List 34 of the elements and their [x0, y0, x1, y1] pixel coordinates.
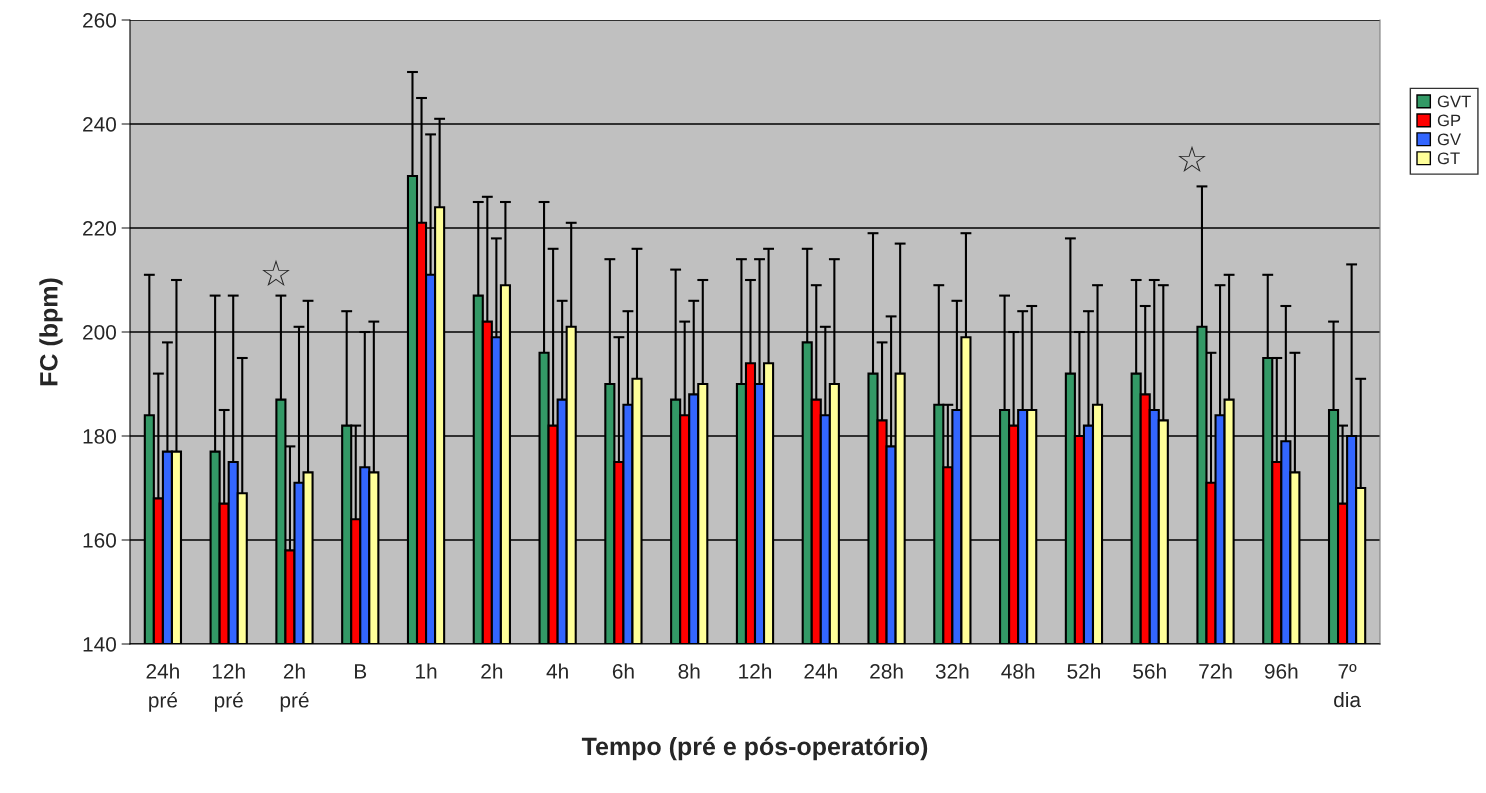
x-tick-label: 12h pré — [212, 663, 245, 712]
x-tick-label: 7º dia — [1334, 663, 1362, 708]
x-tick-label: 52h — [1067, 663, 1100, 679]
x-tick-label: 32h — [935, 663, 969, 679]
x-tick-label: 1h — [416, 663, 437, 679]
y-tick-label: 240 — [83, 117, 116, 132]
x-tick-label: 24h — [804, 663, 837, 679]
y-axis-title: FC (bpm) — [39, 278, 63, 386]
x-tick-label: 6h — [612, 663, 634, 679]
y-tick-label: 160 — [83, 533, 116, 548]
legend-label: GVT — [1437, 95, 1471, 108]
x-tick-label: 12h — [739, 663, 772, 679]
x-tick-label: 4h — [546, 663, 568, 679]
x-axis-title: Tempo (pré e pós-operatório) — [581, 736, 928, 761]
y-tick-label: 220 — [83, 221, 116, 236]
x-tick-label: 72h — [1199, 663, 1232, 679]
legend-label: GP — [1437, 114, 1461, 127]
x-tick-label: 48h — [1001, 663, 1035, 679]
x-tick-label: 56h — [1133, 663, 1166, 679]
y-tick-label: 180 — [83, 429, 116, 444]
x-tick-label: 2h — [481, 663, 503, 679]
x-tick-label: 8h — [678, 663, 700, 679]
x-tick-label: B — [355, 664, 367, 679]
legend-label: GV — [1437, 133, 1462, 146]
x-tick-label: 2h pré — [280, 663, 309, 712]
annotation: ☆ — [262, 259, 290, 287]
y-tick-label: 200 — [83, 325, 116, 340]
x-tick-label: 96h — [1264, 663, 1298, 679]
y-tick-label: 260 — [83, 13, 116, 28]
x-tick-label: 24h pré — [146, 663, 179, 712]
annotation: ☆ — [1178, 145, 1206, 173]
legend-label: GT — [1437, 152, 1460, 165]
y-tick-label: 140 — [83, 637, 116, 652]
x-tick-label: 28h — [870, 663, 903, 679]
